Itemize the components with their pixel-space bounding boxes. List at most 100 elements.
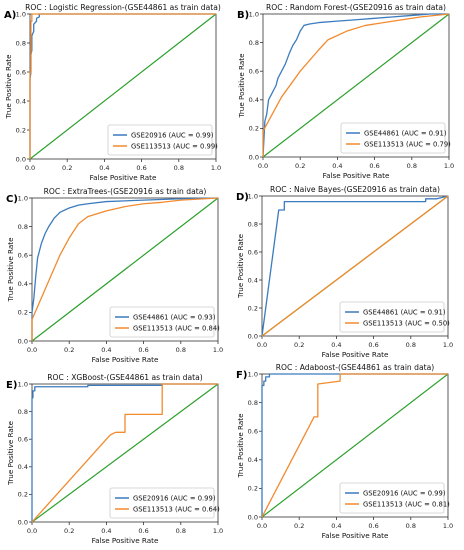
y-axis-label: True Positive Rate (236, 413, 245, 479)
x-tick-label: 0.4 (101, 527, 111, 535)
legend-box (107, 124, 213, 156)
y-tick-label: 0.4 (18, 280, 28, 288)
legend-entry: GSE44861 (AUC = 0.91) (364, 129, 447, 137)
y-tick-label: 0.8 (16, 39, 26, 47)
chance-diagonal-line (262, 13, 450, 158)
y-tick-label: 0.4 (18, 463, 28, 471)
y-tick-label: 0.2 (248, 304, 258, 312)
legend-entry: GSE44861 (AUC = 0.91) (363, 308, 446, 316)
y-tick-label: 0.0 (248, 332, 258, 340)
x-tick-label: 0.2 (294, 522, 304, 530)
roc-curve-blue (31, 197, 219, 341)
legend-box (109, 487, 215, 519)
x-tick-label: 0.6 (368, 522, 378, 530)
y-axis-label: True Positive Rate (4, 54, 13, 120)
x-tick-label: 0.8 (407, 162, 417, 170)
x-tick-label: 0.0 (25, 164, 35, 172)
panel-letter: D) (236, 192, 249, 203)
panel-title: ROC : Naive Bayes-(GSE20916 as train dat… (270, 185, 440, 194)
y-tick-label: 0.2 (18, 491, 28, 499)
x-tick-label: 0.0 (258, 162, 268, 170)
x-axis-label: False Positive Rate (92, 355, 159, 364)
panel-title: ROC : ExtraTrees-(GSE20916 as train data… (44, 187, 207, 196)
x-tick-label: 0.6 (138, 527, 148, 535)
y-tick-label: 0.6 (18, 436, 28, 444)
chance-diagonal-line (31, 383, 219, 523)
y-tick-label: 1.0 (248, 370, 258, 378)
chance-diagonal-line (261, 373, 449, 518)
y-axis-label: True Positive Rate (237, 53, 246, 119)
x-tick-label: 0.4 (331, 522, 341, 530)
plot-frame (261, 195, 449, 337)
x-tick-label: 0.6 (136, 164, 146, 172)
y-tick-label: 0.0 (18, 518, 28, 526)
y-tick-label: 0.8 (248, 399, 258, 407)
x-tick-label: 0.4 (101, 346, 111, 354)
legend-entry: GSE20916 (AUC = 0.99) (363, 489, 446, 497)
x-tick-label: 1.0 (444, 162, 454, 170)
chance-diagonal-line (31, 197, 219, 342)
y-tick-label: 0.8 (248, 220, 258, 228)
y-tick-label: 0.4 (248, 456, 258, 464)
x-tick-label: 0.2 (294, 341, 304, 349)
y-axis-label: True Positive Rate (236, 233, 245, 299)
x-tick-label: 0.2 (64, 527, 74, 535)
panel-title: ROC : Logistic Regression-(GSE44861 as t… (25, 3, 221, 12)
roc-curve-orange (261, 195, 449, 337)
x-tick-label: 0.8 (176, 346, 186, 354)
roc-panel: 0.0 0.2 0.4 0.6 0.8 1.00.00.20.40.60.81.0ROC … (236, 363, 453, 540)
y-tick-label: 0.6 (16, 68, 26, 76)
y-tick-label: 0.4 (249, 96, 259, 104)
plot-frame (31, 197, 219, 342)
roc-panel: 0.0 0.2 0.4 0.6 0.8 1.00.00.20.40.60.81.0ROC … (6, 373, 223, 545)
roc-curve-blue (261, 373, 448, 517)
x-axis-label: False Positive Rate (323, 171, 390, 180)
y-axis-label: True Positive Rate (6, 420, 15, 486)
panel-title: ROC : XGBoost-(GSE44861 as train data) (47, 373, 202, 382)
roc-curve-orange (31, 383, 218, 523)
x-tick-label: 0.4 (331, 341, 341, 349)
y-tick-label: 0.6 (248, 428, 258, 436)
roc-curve-orange (261, 373, 448, 518)
x-tick-label: 0.4 (332, 162, 342, 170)
x-tick-label: 0.8 (174, 164, 184, 172)
y-tick-label: 1.0 (16, 10, 26, 18)
x-tick-label: 0.2 (64, 346, 74, 354)
roc-curve-blue (261, 195, 449, 337)
panel-title: ROC : Adaboost-(GSE44861 as train data) (276, 363, 435, 372)
x-axis-label: False Positive Rate (322, 531, 389, 540)
panel-letter: C) (6, 194, 18, 205)
panel-letter: E) (6, 380, 17, 391)
y-axis-label: True Positive Rate (6, 237, 15, 303)
x-tick-label: 0.8 (176, 527, 186, 535)
y-tick-label: 0.2 (18, 309, 28, 317)
x-tick-label: 0.6 (368, 341, 378, 349)
legend-entry: GSE113513 (AUC = 0.64) (133, 505, 220, 513)
panel-letter: A) (4, 10, 16, 21)
x-tick-label: 0.8 (406, 341, 416, 349)
x-tick-label: 1.0 (213, 346, 223, 354)
legend-entry: GSE113513 (AUC = 0.50) (363, 319, 450, 327)
panel-title: ROC : Random Forest-(GSE20916 as train d… (266, 3, 446, 12)
x-axis-label: False Positive Rate (92, 536, 159, 545)
x-tick-label: 0.0 (257, 341, 267, 349)
x-tick-label: 0.6 (138, 346, 148, 354)
x-tick-label: 0.4 (99, 164, 109, 172)
roc-panel: 0.0 0.2 0.4 0.6 0.8 1.00.00.20.40.60.81.0ROC … (237, 3, 454, 180)
roc-panel: 0.0 0.2 0.4 0.6 0.8 1.00.00.20.40.60.81.0ROC … (4, 3, 221, 182)
legend-box (339, 301, 445, 333)
y-tick-label: 0.0 (249, 153, 259, 161)
y-tick-label: 0.2 (249, 125, 259, 133)
y-tick-label: 0.6 (249, 68, 259, 76)
y-tick-label: 0.8 (18, 408, 28, 416)
x-tick-label: 0.8 (406, 522, 416, 530)
y-tick-label: 1.0 (18, 380, 28, 388)
y-tick-label: 1.0 (248, 192, 258, 200)
legend-box (339, 482, 445, 514)
x-axis-label: False Positive Rate (322, 350, 389, 359)
legend-entry: GSE44861 (AUC = 0.93) (133, 313, 216, 321)
x-tick-label: 1.0 (213, 527, 223, 535)
roc-curve-orange (29, 13, 216, 159)
x-tick-label: 0.2 (295, 162, 305, 170)
